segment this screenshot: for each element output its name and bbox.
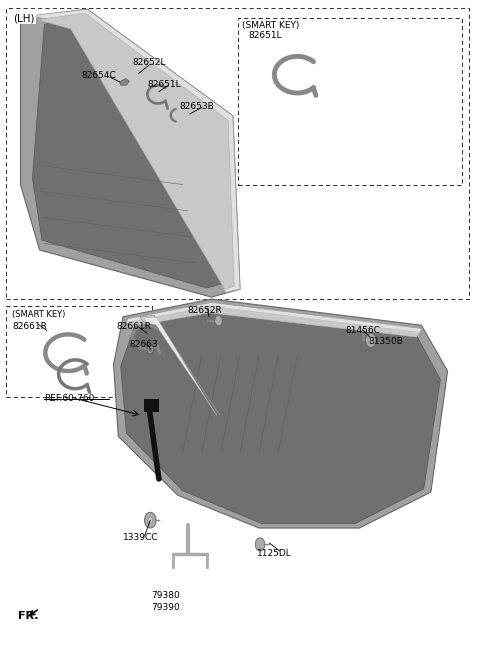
Text: 82663: 82663	[129, 340, 158, 350]
Polygon shape	[120, 309, 441, 524]
Text: (SMART KEY): (SMART KEY)	[12, 310, 65, 319]
Polygon shape	[125, 302, 422, 334]
Polygon shape	[37, 13, 234, 289]
Polygon shape	[128, 306, 420, 337]
Text: 82652L: 82652L	[132, 58, 166, 68]
Text: 82661R: 82661R	[12, 322, 47, 331]
Text: 82651L: 82651L	[249, 32, 282, 41]
Circle shape	[144, 512, 156, 528]
Circle shape	[365, 333, 376, 348]
Polygon shape	[140, 315, 220, 415]
Circle shape	[149, 348, 152, 351]
Bar	[238, 18, 462, 185]
Circle shape	[147, 345, 154, 354]
Text: 1339CC: 1339CC	[123, 533, 158, 542]
Text: 1125DL: 1125DL	[257, 549, 291, 558]
Polygon shape	[114, 299, 447, 528]
Text: 82654C: 82654C	[82, 71, 116, 79]
Text: 82661R: 82661R	[116, 322, 151, 331]
Polygon shape	[120, 79, 129, 85]
Polygon shape	[33, 17, 230, 288]
Circle shape	[368, 337, 373, 344]
Text: (LH): (LH)	[13, 13, 35, 23]
Text: 82652R: 82652R	[188, 306, 222, 315]
Text: REF.60-760: REF.60-760	[44, 394, 95, 403]
Circle shape	[148, 517, 153, 524]
Text: (SMART KEY): (SMART KEY)	[242, 21, 300, 30]
Text: FR.: FR.	[18, 611, 38, 621]
Text: 79380: 79380	[152, 591, 180, 600]
Text: 82653B: 82653B	[179, 102, 214, 110]
Bar	[144, 399, 159, 412]
Polygon shape	[21, 9, 240, 297]
Circle shape	[255, 538, 265, 551]
Text: 82651L: 82651L	[147, 80, 180, 89]
Text: 81456C: 81456C	[345, 326, 380, 335]
Text: 81350B: 81350B	[368, 337, 403, 346]
Bar	[6, 306, 152, 397]
Circle shape	[215, 315, 222, 326]
Bar	[6, 8, 469, 299]
Text: 79390: 79390	[152, 603, 180, 612]
Polygon shape	[30, 9, 240, 292]
Polygon shape	[144, 317, 217, 415]
